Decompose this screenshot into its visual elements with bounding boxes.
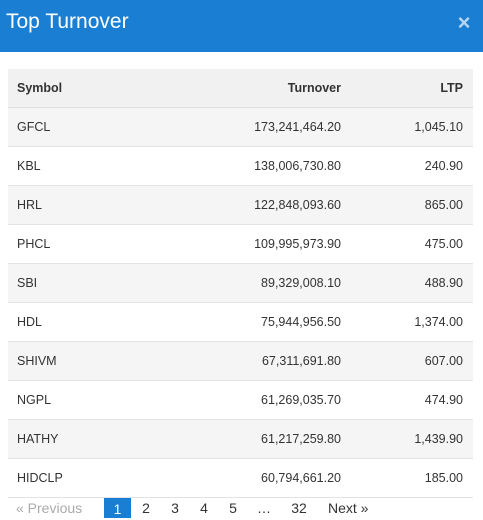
pagination-page-5[interactable]: 5 [229, 500, 237, 516]
table-row: HIDCLP 60,794,661.20 185.00 [8, 458, 473, 498]
symbol-cell: HATHY [8, 419, 167, 459]
table-header-row: Symbol Turnover LTP [8, 69, 473, 108]
symbol-cell: HDL [8, 302, 167, 342]
pagination-next[interactable]: Next » [328, 500, 369, 516]
ltp-cell: 185.00 [341, 458, 473, 498]
symbol-cell: GFCL [8, 107, 167, 147]
ltp-cell: 474.90 [341, 380, 473, 420]
table-row: NGPL 61,269,035.70 474.90 [8, 380, 473, 420]
table-row: HRL 122,848,093.60 865.00 [8, 185, 473, 225]
pagination-previous[interactable]: « Previous [16, 500, 83, 516]
pagination-page-4[interactable]: 4 [200, 500, 208, 516]
column-header-ltp[interactable]: LTP [341, 69, 473, 108]
symbol-cell: PHCL [8, 224, 167, 264]
turnover-cell: 138,006,730.80 [167, 146, 341, 186]
ltp-cell: 488.90 [341, 263, 473, 303]
ltp-cell: 1,045.10 [341, 107, 473, 147]
turnover-table-container: Symbol Turnover LTP GFCL 173,241,464.20 … [8, 69, 473, 498]
turnover-cell: 173,241,464.20 [167, 107, 341, 147]
pagination-page-3[interactable]: 3 [171, 500, 179, 516]
table-row: HATHY 61,217,259.80 1,439.90 [8, 419, 473, 459]
ltp-cell: 865.00 [341, 185, 473, 225]
turnover-cell: 67,311,691.80 [167, 341, 341, 381]
column-header-symbol[interactable]: Symbol [8, 69, 167, 108]
table-row: PHCL 109,995,973.90 475.00 [8, 224, 473, 264]
modal-header: Top Turnover × [0, 0, 483, 52]
table-row: HDL 75,944,956.50 1,374.00 [8, 302, 473, 342]
turnover-cell: 60,794,661.20 [167, 458, 341, 498]
symbol-cell: HIDCLP [8, 458, 167, 498]
pagination-page-1[interactable]: 1 [104, 498, 131, 518]
table-row: SHIVM 67,311,691.80 607.00 [8, 341, 473, 381]
symbol-cell: HRL [8, 185, 167, 225]
turnover-cell: 61,217,259.80 [167, 419, 341, 459]
pagination-ellipsis: … [257, 500, 271, 516]
modal-title: Top Turnover [6, 10, 129, 33]
turnover-table: Symbol Turnover LTP GFCL 173,241,464.20 … [8, 69, 473, 498]
ltp-cell: 475.00 [341, 224, 473, 264]
table-row: SBI 89,329,008.10 488.90 [8, 263, 473, 303]
ltp-cell: 1,439.90 [341, 419, 473, 459]
turnover-cell: 89,329,008.10 [167, 263, 341, 303]
pagination-page-32[interactable]: 32 [291, 500, 307, 516]
column-header-turnover[interactable]: Turnover [167, 69, 341, 108]
ltp-cell: 607.00 [341, 341, 473, 381]
symbol-cell: NGPL [8, 380, 167, 420]
ltp-cell: 240.90 [341, 146, 473, 186]
turnover-cell: 122,848,093.60 [167, 185, 341, 225]
pagination-page-2[interactable]: 2 [142, 500, 150, 516]
turnover-cell: 109,995,973.90 [167, 224, 341, 264]
table-row: GFCL 173,241,464.20 1,045.10 [8, 107, 473, 147]
symbol-cell: KBL [8, 146, 167, 186]
table-row: KBL 138,006,730.80 240.90 [8, 146, 473, 186]
symbol-cell: SBI [8, 263, 167, 303]
turnover-cell: 61,269,035.70 [167, 380, 341, 420]
ltp-cell: 1,374.00 [341, 302, 473, 342]
close-icon[interactable]: × [457, 10, 471, 35]
turnover-cell: 75,944,956.50 [167, 302, 341, 342]
symbol-cell: SHIVM [8, 341, 167, 381]
